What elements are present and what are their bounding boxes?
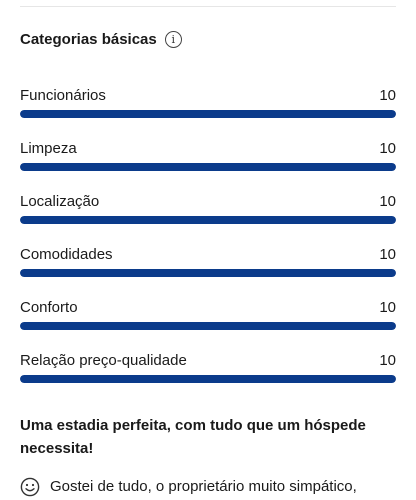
basic-categories-section: Categorias básicas i Funcionários 10 Lim…	[20, 0, 396, 500]
rating-label: Funcionários	[20, 86, 106, 104]
rating-bar-track	[20, 269, 396, 277]
rating-score: 10	[379, 298, 396, 316]
rating-bar-fill	[20, 163, 396, 171]
rating-bar-track	[20, 110, 396, 118]
rating-label: Limpeza	[20, 139, 77, 157]
rating-label: Localização	[20, 192, 100, 210]
rating-item: Localização 10	[20, 190, 396, 243]
rating-item: Conforto 10	[20, 296, 396, 349]
rating-bar-track	[20, 163, 396, 171]
rating-item: Relação preço-qualidade 10	[20, 349, 396, 402]
rating-item: Limpeza 10	[20, 137, 396, 190]
rating-bar-track	[20, 216, 396, 224]
review-text: Gostei de tudo, o proprietário muito sim…	[50, 478, 357, 495]
ratings-list: Funcionários 10 Limpeza 10 Localização 1…	[20, 84, 396, 402]
rating-bar-fill	[20, 322, 396, 330]
rating-label: Relação preço-qualidade	[20, 351, 187, 369]
rating-bar-track	[20, 322, 396, 330]
rating-item: Comodidades 10	[20, 243, 396, 296]
rating-bar-fill	[20, 216, 396, 224]
rating-bar-fill	[20, 110, 396, 118]
section-title: Categorias básicas	[20, 30, 157, 48]
rating-score: 10	[379, 86, 396, 104]
rating-score: 10	[379, 351, 396, 369]
rating-label: Conforto	[20, 298, 78, 316]
rating-bar-fill	[20, 375, 396, 383]
rating-score: 10	[379, 139, 396, 157]
rating-bar-fill	[20, 269, 396, 277]
rating-score: 10	[379, 192, 396, 210]
review-positive: Gostei de tudo, o proprietário muito sim…	[20, 476, 396, 498]
rating-score: 10	[379, 245, 396, 263]
info-icon[interactable]: i	[164, 30, 182, 48]
review-headline: Uma estadia perfeita, com tudo que um hó…	[20, 417, 366, 457]
rating-label: Comodidades	[20, 245, 113, 263]
smile-icon	[20, 477, 40, 497]
rating-bar-track	[20, 375, 396, 383]
rating-item: Funcionários 10	[20, 84, 396, 137]
top-divider	[20, 6, 396, 7]
section-header: Categorias básicas i	[20, 28, 182, 50]
